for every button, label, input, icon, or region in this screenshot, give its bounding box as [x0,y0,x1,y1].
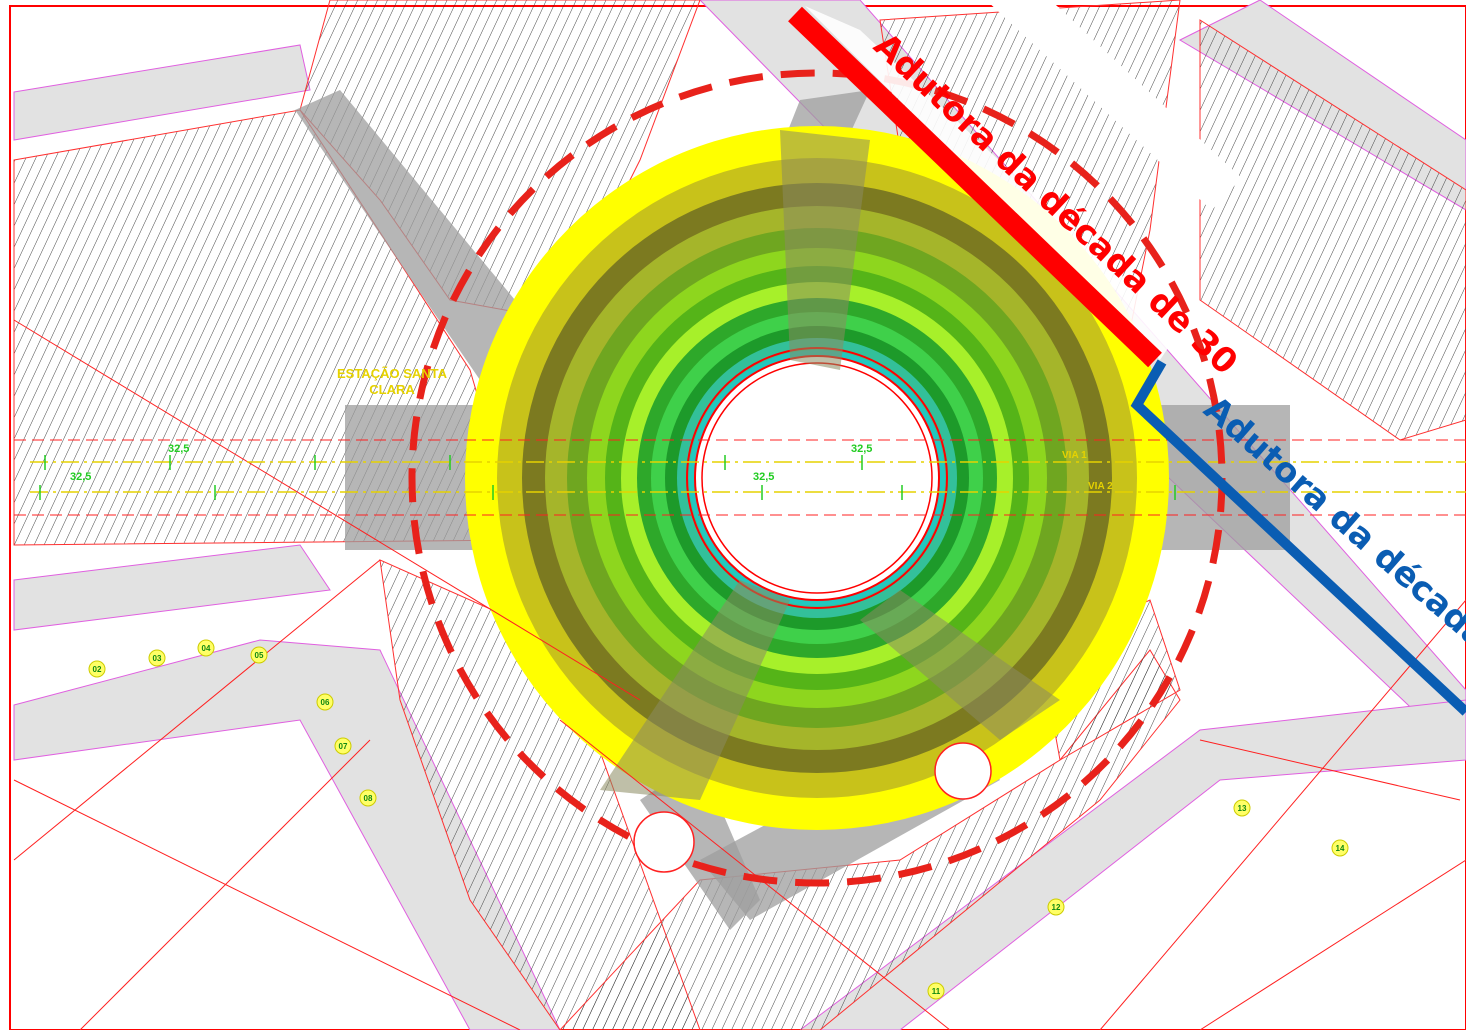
radial-bands [600,130,1060,800]
well-circle-2 [934,742,992,800]
plot-marker-label: 07 [339,742,348,751]
plot-marker: 07 [334,737,352,755]
station-label: ESTAÇÃO SANTA CLARA [337,366,448,397]
plot-marker: 04 [197,639,215,657]
plot-marker-label: 14 [1336,844,1345,853]
adutora-30-pipe [788,6,1180,368]
plot-marker-label: 13 [1238,804,1247,813]
well-circle-1 [633,811,695,873]
plot-marker: 14 [1331,839,1349,857]
plot-marker-label: 03 [153,654,162,663]
chainage-label: 32,5 [851,443,872,455]
plot-markers: 02 03 04 05 06 07 08 11 12 13 14 [88,639,1349,1000]
plot-marker: 12 [1047,898,1065,916]
plot-marker: 03 [148,649,166,667]
plot-marker-label: 05 [255,651,264,660]
track-ticks [39,455,1176,500]
plot-marker-label: 08 [364,794,373,803]
track-centerlines [30,461,1466,493]
plot-marker: 02 [88,660,106,678]
plot-marker: 13 [1233,799,1251,817]
via2-label: VIA 2 [1088,481,1113,492]
plot-marker-label: 02 [93,665,102,674]
plot-marker-label: 11 [932,987,941,996]
via1-label: VIA 1 [1062,450,1087,461]
adutora-80-pipe [1130,359,1466,716]
station-label-line1: ESTAÇÃO SANTA [337,366,448,381]
chainage-label: 32,5 [753,471,774,483]
plot-marker: 06 [316,693,334,711]
plot-marker: 08 [359,789,377,807]
plot-marker-label: 12 [1052,903,1061,912]
plot-marker: 11 [927,982,945,1000]
plot-marker: 05 [250,646,268,664]
cad-lines [13,319,1466,1030]
plot-marker-label: 06 [321,698,330,707]
plot-marker-label: 04 [202,644,211,653]
influence-rings [465,126,1169,830]
chainage-label: 32,5 [70,471,91,483]
chainage-label: 32,5 [168,443,189,455]
station-label-line2: CLARA [369,382,415,397]
